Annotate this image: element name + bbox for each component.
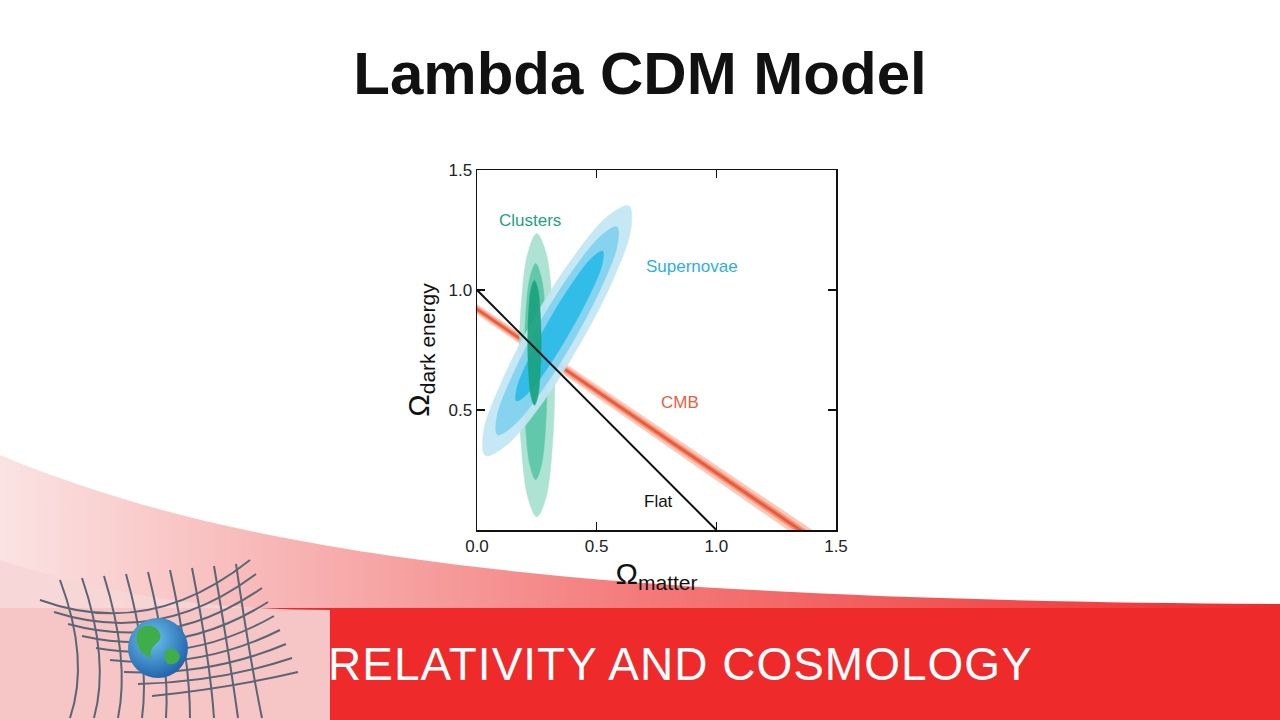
svg-text:Clusters: Clusters (499, 211, 561, 230)
svg-text:0.5: 0.5 (448, 401, 472, 420)
svg-text:1.5: 1.5 (448, 161, 472, 180)
svg-text:Ω​dark energy​: Ω​dark energy​ (402, 283, 439, 417)
svg-text:Flat: Flat (644, 492, 673, 511)
svg-text:0.5: 0.5 (585, 537, 609, 556)
svg-text:CMB: CMB (661, 393, 699, 412)
svg-text:1.0: 1.0 (705, 537, 729, 556)
svg-text:Supernovae: Supernovae (646, 257, 738, 276)
html-text:Lambda CDM Model: Lambda CDM Model (353, 40, 927, 107)
html-text:RELATIVITY AND COSMOLOGY: RELATIVITY AND COSMOLOGY (328, 638, 1033, 690)
svg-text:1.5: 1.5 (824, 537, 848, 556)
svg-text:Ω​matter​: Ω​matter​ (616, 557, 698, 594)
svg-text:1.0: 1.0 (448, 281, 472, 300)
svg-text:0.0: 0.0 (465, 537, 489, 556)
